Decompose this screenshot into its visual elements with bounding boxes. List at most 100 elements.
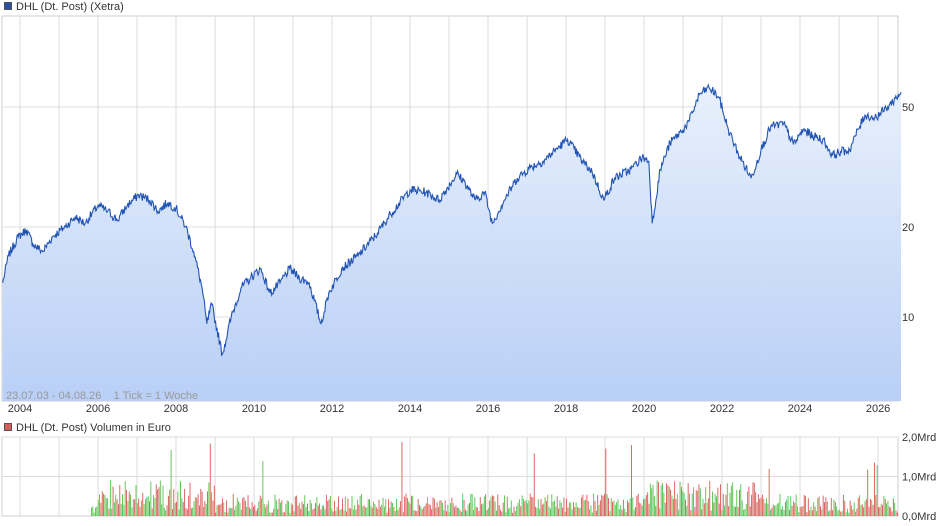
volume-bar xyxy=(787,495,789,516)
volume-bar xyxy=(281,500,283,516)
volume-bar xyxy=(797,506,798,516)
volume-bar xyxy=(776,503,778,516)
volume-bar xyxy=(146,497,148,516)
volume-bar xyxy=(674,481,676,516)
volume-bar xyxy=(813,502,815,516)
volume-bar xyxy=(679,481,681,516)
price-x-tick-label: 2018 xyxy=(554,403,578,415)
volume-bar xyxy=(122,494,123,516)
volume-bar xyxy=(640,503,642,516)
volume-bar xyxy=(456,507,458,516)
volume-bar xyxy=(741,500,743,516)
volume-bar xyxy=(798,512,800,516)
volume-bar xyxy=(629,498,631,516)
volume-bar xyxy=(801,506,802,516)
volume-bar xyxy=(678,509,680,516)
volume-bar xyxy=(702,498,704,516)
volume-bar xyxy=(469,502,470,516)
volume-bar xyxy=(505,512,507,516)
volume-bar xyxy=(703,503,705,516)
volume-bar xyxy=(417,499,419,516)
volume-bar xyxy=(683,492,685,516)
volume-bar xyxy=(705,487,707,516)
volume-bar xyxy=(296,495,298,516)
volume-bar xyxy=(118,504,119,516)
volume-bar xyxy=(347,498,349,516)
volume-bar xyxy=(658,482,659,516)
volume-bar xyxy=(743,509,744,516)
volume-bar xyxy=(157,489,159,516)
volume-bar xyxy=(564,512,566,516)
volume-bar xyxy=(423,507,424,516)
volume-bar xyxy=(371,507,373,516)
volume-bar xyxy=(104,495,106,516)
volume-bar xyxy=(852,509,854,516)
volume-bar xyxy=(744,509,746,516)
volume-bar xyxy=(662,483,663,516)
volume-bar xyxy=(180,481,181,516)
volume-bar xyxy=(475,506,477,516)
volume-bar xyxy=(784,501,786,516)
volume-bar xyxy=(352,509,354,516)
volume-bar xyxy=(826,501,828,516)
volume-bar xyxy=(815,511,817,516)
price-x-tick-label: 2010 xyxy=(242,403,266,415)
volume-bar xyxy=(778,502,780,516)
volume-bar xyxy=(419,505,420,516)
volume-bar xyxy=(259,495,261,516)
volume-bar xyxy=(767,503,769,516)
volume-bar xyxy=(140,500,142,516)
volume-bar xyxy=(807,498,809,516)
volume-bar xyxy=(737,507,739,516)
volume-bar xyxy=(277,509,279,516)
volume-bar xyxy=(749,506,751,516)
volume-bar xyxy=(849,500,851,516)
price-y-tick-label: 20 xyxy=(902,222,914,234)
volume-bar xyxy=(880,503,882,516)
volume-panel: 2,0Mrd 1,0Mrd 0,0Mrd xyxy=(1,432,936,523)
volume-bar xyxy=(764,503,766,516)
volume-bar xyxy=(535,506,537,516)
volume-bar xyxy=(408,501,410,516)
volume-bar xyxy=(888,506,890,516)
volume-bar xyxy=(116,499,118,516)
volume-bar xyxy=(633,509,635,516)
volume-bar xyxy=(874,462,875,516)
volume-bar xyxy=(621,509,623,516)
volume-bar xyxy=(772,504,774,516)
volume-bar xyxy=(583,500,585,516)
volume-bar xyxy=(238,501,240,516)
volume-bar xyxy=(346,511,348,516)
volume-bar xyxy=(317,505,319,516)
volume-bar xyxy=(401,442,403,516)
volume-bar xyxy=(108,508,110,516)
volume-bar xyxy=(616,502,618,516)
volume-bar xyxy=(695,490,697,516)
volume-bar xyxy=(824,502,825,516)
volume-bar xyxy=(698,484,700,516)
volume-bar xyxy=(622,499,624,516)
volume-bar xyxy=(523,498,524,516)
volume-bar xyxy=(667,485,669,516)
volume-bar xyxy=(736,490,738,516)
volume-bar xyxy=(502,502,504,516)
volume-bar xyxy=(361,494,362,516)
volume-bar xyxy=(207,491,208,516)
volume-y-tick-label: 1,0Mrd xyxy=(902,472,936,484)
volume-bar xyxy=(109,480,111,516)
volume-bar xyxy=(184,488,186,516)
volume-bar xyxy=(267,500,269,516)
volume-bar xyxy=(227,512,229,516)
volume-bar xyxy=(539,508,541,516)
volume-bar xyxy=(262,461,264,516)
volume-bar xyxy=(331,508,333,516)
volume-bar xyxy=(489,500,491,516)
volume-bar xyxy=(173,489,175,516)
volume-bar xyxy=(508,508,510,516)
volume-bar xyxy=(628,502,630,516)
volume-bar xyxy=(740,484,742,516)
volume-bar xyxy=(416,511,418,516)
volume-bar xyxy=(882,505,883,516)
volume-bar xyxy=(251,502,253,516)
volume-bar xyxy=(385,499,387,516)
